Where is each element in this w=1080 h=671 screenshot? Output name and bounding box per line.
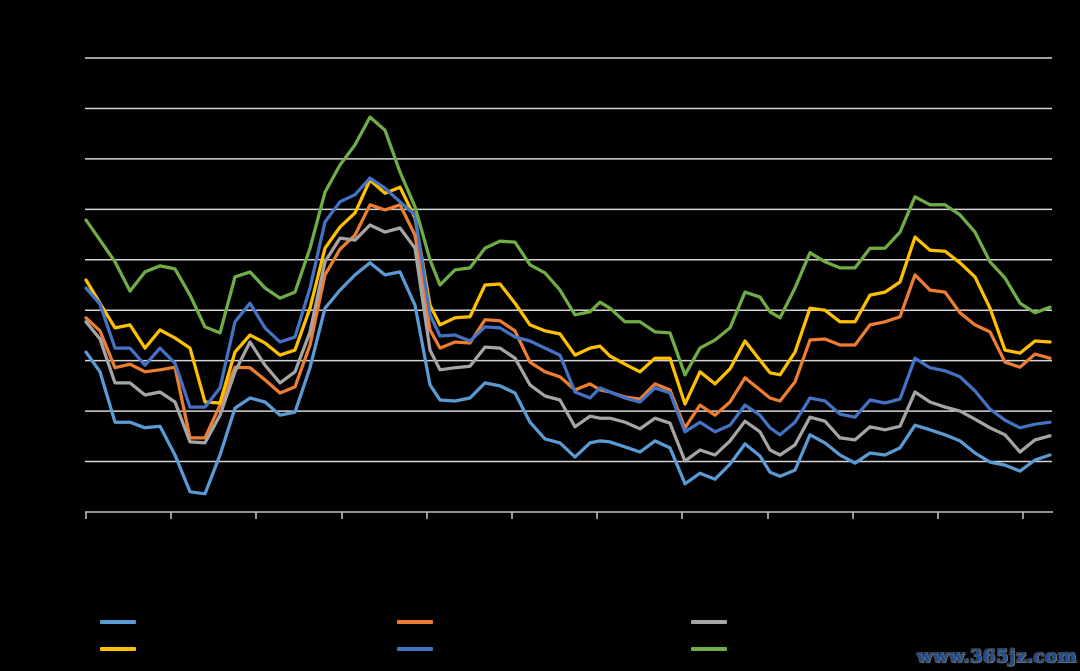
series-line-yellow [84,178,1052,406]
legend-marker-series-3 [691,620,727,624]
legend-entry-series-2 [397,620,439,624]
legend-entry-series-3 [691,620,733,624]
legend-entry-series-6 [691,647,733,651]
series-line-gray [84,223,1052,463]
series-line-light-blue [84,261,1052,496]
legend-entry-series-5 [397,647,439,651]
legend-marker-series-2 [397,620,433,624]
legend-marker-series-1 [100,620,136,624]
legend-marker-series-6 [691,647,727,651]
legend-marker-series-4 [100,647,136,651]
series-line-green [84,115,1052,377]
legend-entry-series-1 [100,620,142,624]
legend-entry-series-4 [100,647,142,651]
watermark-text: www.365jz.com [916,646,1077,667]
legend-marker-series-5 [397,647,433,651]
series-line-dark-blue [84,176,1052,437]
